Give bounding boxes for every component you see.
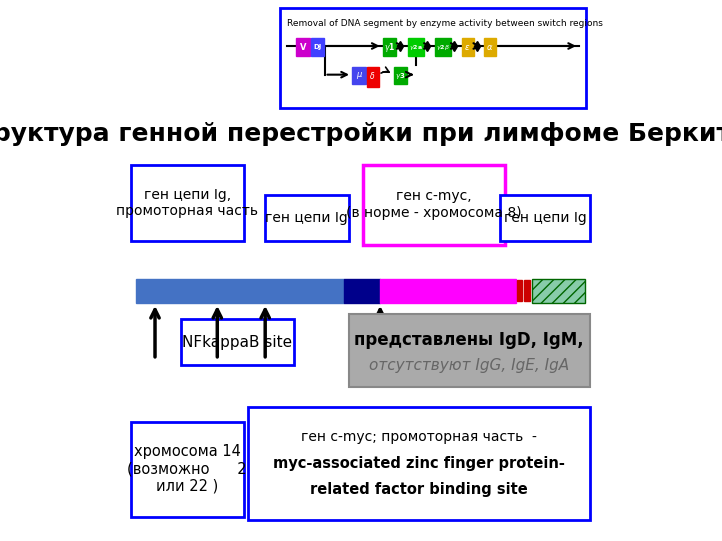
- FancyBboxPatch shape: [131, 165, 243, 241]
- Text: V: V: [300, 43, 306, 51]
- Bar: [380, 279, 516, 303]
- Bar: [461, 38, 474, 56]
- FancyBboxPatch shape: [265, 195, 349, 241]
- Text: отсутствуют IgG, IgE, IgA: отсутствуют IgG, IgE, IgA: [369, 358, 570, 373]
- Text: $\delta$: $\delta$: [370, 70, 375, 81]
- Text: $\gamma$2$\beta$: $\gamma$2$\beta$: [436, 43, 450, 51]
- Text: $\gamma$3: $\gamma$3: [395, 71, 406, 81]
- Text: $\gamma$2a: $\gamma$2a: [409, 43, 422, 51]
- FancyBboxPatch shape: [363, 165, 505, 245]
- Bar: [435, 38, 451, 56]
- Text: $\mu$: $\mu$: [355, 70, 362, 81]
- FancyBboxPatch shape: [248, 407, 590, 520]
- Text: $\gamma$1: $\gamma$1: [383, 41, 395, 54]
- Bar: [344, 279, 380, 303]
- FancyBboxPatch shape: [349, 314, 589, 387]
- Bar: [393, 67, 407, 84]
- Text: ген цепи Ig: ген цепи Ig: [503, 211, 586, 225]
- Text: $\varepsilon$: $\varepsilon$: [464, 43, 471, 51]
- Text: представлены IgD, IgM,: представлены IgD, IgM,: [355, 331, 584, 349]
- Text: myc-associated zinc finger protein-: myc-associated zinc finger protein-: [273, 456, 565, 471]
- Text: NFkappaB site: NFkappaB site: [183, 335, 292, 350]
- Bar: [296, 38, 310, 56]
- Text: Removal of DNA segment by enzyme activity between switch regions: Removal of DNA segment by enzyme activit…: [287, 19, 603, 28]
- Bar: [383, 38, 396, 56]
- Bar: [310, 38, 324, 56]
- FancyBboxPatch shape: [181, 319, 294, 365]
- Bar: [136, 279, 344, 303]
- FancyBboxPatch shape: [131, 422, 243, 517]
- Bar: [408, 38, 424, 56]
- Bar: [524, 280, 530, 301]
- Text: related factor binding site: related factor binding site: [310, 481, 528, 497]
- FancyBboxPatch shape: [279, 8, 586, 108]
- Bar: [533, 279, 586, 303]
- Text: DJ: DJ: [313, 44, 321, 50]
- Text: хромосома 14
(возможно      2
или 22 ): хромосома 14 (возможно 2 или 22 ): [127, 444, 247, 494]
- Text: $\alpha$: $\alpha$: [486, 43, 494, 51]
- Bar: [517, 280, 523, 301]
- Text: Структура генной перестройки при лимфоме Беркитта: Структура генной перестройки при лимфоме…: [0, 122, 722, 146]
- Bar: [484, 38, 496, 56]
- Text: ген с-myc; промоторная часть  -: ген с-myc; промоторная часть -: [301, 430, 537, 444]
- Bar: [367, 67, 379, 87]
- Text: ген цепи Ig,
промоторная часть: ген цепи Ig, промоторная часть: [116, 188, 258, 218]
- Text: ген с-myc,
(в норме - хромосома 8): ген с-myc, (в норме - хромосома 8): [346, 189, 521, 220]
- FancyBboxPatch shape: [500, 195, 590, 241]
- Bar: [352, 67, 366, 84]
- Text: ген цепи Ig: ген цепи Ig: [266, 211, 348, 225]
